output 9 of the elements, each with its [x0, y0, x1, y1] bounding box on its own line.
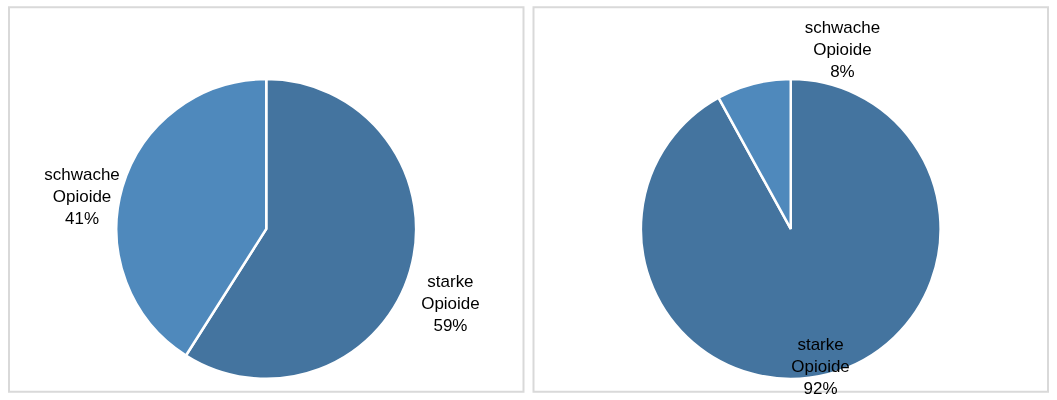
slice-label: starke Opioide — [421, 272, 480, 314]
data-label: 92% — [803, 379, 838, 399]
slice-label: starke Opioide — [791, 335, 850, 377]
slice-label: schwache Opioide — [804, 17, 881, 59]
pie-slice — [639, 77, 942, 380]
data-label: 41% — [65, 209, 100, 229]
data-label: 8% — [830, 61, 855, 81]
data-label: 59% — [433, 316, 468, 336]
slice-label: schwache Opioide — [44, 165, 120, 207]
